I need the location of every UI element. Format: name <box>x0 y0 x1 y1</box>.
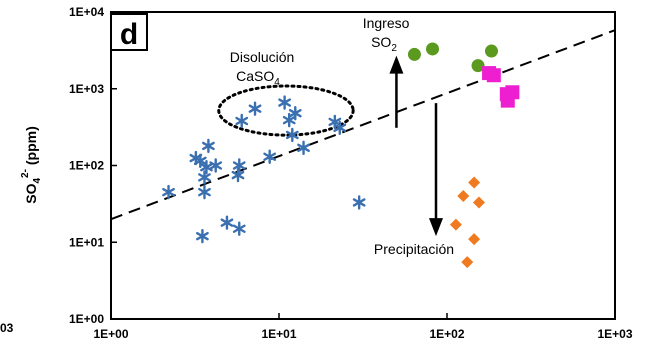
y-tick-label: 1E+00 <box>69 312 104 326</box>
data-point-asterisk <box>232 221 246 236</box>
y-axis-label: SO42- (ppm) <box>20 126 43 203</box>
asterisk-stroke <box>209 161 223 170</box>
annotation-ingreso-line2: SO <box>371 34 391 50</box>
data-point-asterisk <box>263 149 277 164</box>
data-point-asterisk <box>198 170 211 185</box>
data-point-asterisk <box>333 120 347 135</box>
asterisk-stroke <box>202 141 215 151</box>
data-point-asterisk <box>248 101 262 116</box>
asterisk-stroke <box>278 98 292 107</box>
reference-line-layer <box>110 29 616 221</box>
data-point-diamond <box>468 233 481 246</box>
points-layer <box>162 42 520 269</box>
asterisk-stroke <box>263 152 277 161</box>
data-point-circle <box>407 47 421 61</box>
x-tick-label: 1E+00 <box>93 327 128 341</box>
x-tick-label: 1E+01 <box>261 327 296 341</box>
data-point-asterisk <box>278 95 292 110</box>
y-axis-label-main: SO <box>23 183 39 203</box>
data-point-asterisk <box>196 228 209 244</box>
annotation-disolucion-line2: CaSO <box>236 68 274 84</box>
data-point-asterisk <box>209 158 223 173</box>
data-point-asterisk <box>235 113 249 129</box>
data-point-diamond <box>472 196 485 209</box>
asterisk-stroke <box>285 130 299 140</box>
y-axis-label-sup: 2- <box>20 169 31 178</box>
reference-line <box>110 29 616 221</box>
panel-label-text: d <box>120 18 138 51</box>
asterisk-stroke <box>235 116 249 126</box>
y-tick-label: 1E+03 <box>69 82 104 96</box>
data-point-asterisk <box>285 127 299 143</box>
asterisk-stroke <box>333 123 347 132</box>
data-point-square <box>500 93 515 108</box>
asterisk-stroke <box>198 173 211 182</box>
data-point-asterisk <box>231 167 245 183</box>
data-point-asterisk <box>198 184 211 200</box>
y-tick-label: 1E+01 <box>69 235 104 249</box>
data-point-circle <box>471 59 485 73</box>
data-point-diamond <box>468 176 481 189</box>
axes-layer: 1E+00 1E+01 1E+02 1E+03 1E+00 1E+01 1E+02 1E+03… <box>69 5 633 341</box>
panel-label: d <box>110 13 148 51</box>
asterisk-stroke <box>288 109 302 118</box>
data-point-asterisk <box>232 158 246 173</box>
arrow-layer <box>389 55 443 237</box>
cut-tick-label: 03 <box>0 321 14 335</box>
annotation-disolucion-sub: 4 <box>274 77 280 88</box>
asterisk-stroke <box>198 187 211 197</box>
asterisk-stroke <box>231 170 245 180</box>
asterisk-stroke <box>352 198 366 207</box>
data-point-asterisk <box>297 140 310 156</box>
data-point-square <box>482 66 497 81</box>
x-tick-label: 1E+02 <box>429 327 464 341</box>
y-tick-label: 1E+02 <box>69 159 104 173</box>
data-point-asterisk <box>162 184 175 200</box>
data-point-circle <box>484 44 498 58</box>
annotation-ingreso-sub: 2 <box>391 43 397 54</box>
annotation-disolucion-line1: Disolución <box>230 49 295 65</box>
data-point-asterisk <box>202 138 215 154</box>
data-point-diamond <box>457 190 470 203</box>
dissolution-ellipse <box>217 84 355 137</box>
asterisk-stroke <box>297 143 310 153</box>
asterisk-stroke <box>328 117 342 127</box>
arrow-head-up <box>389 55 404 74</box>
data-point-diamond <box>449 218 462 231</box>
asterisk-stroke <box>282 115 296 125</box>
asterisk-stroke <box>196 231 209 241</box>
data-point-asterisk <box>288 106 302 121</box>
annotation-ingreso: Ingreso SO2 <box>363 15 414 54</box>
y-axis-label-unit: (ppm) <box>23 126 39 169</box>
x-tick-label: 1E+03 <box>597 327 632 341</box>
annotation-precipitacion: Precipitación <box>374 241 454 257</box>
asterisk-stroke <box>232 224 246 233</box>
asterisk-stroke <box>232 161 246 170</box>
data-point-asterisk <box>352 195 366 210</box>
annotation-ingreso-line1: Ingreso <box>363 15 410 31</box>
asterisk-stroke <box>248 104 262 113</box>
y-axis-label-sub: 4 <box>32 178 43 184</box>
arrow-head-down <box>428 218 443 237</box>
asterisk-stroke <box>162 187 175 197</box>
data-point-asterisk <box>220 215 234 230</box>
annotation-disolucion: Disolución CaSO4 <box>230 49 298 88</box>
data-point-circle <box>426 42 440 56</box>
data-point-diamond <box>461 256 474 269</box>
y-tick-label: 1E+04 <box>69 5 104 19</box>
asterisk-stroke <box>193 156 207 166</box>
asterisk-stroke <box>220 218 234 227</box>
ellipse-layer <box>217 84 355 137</box>
